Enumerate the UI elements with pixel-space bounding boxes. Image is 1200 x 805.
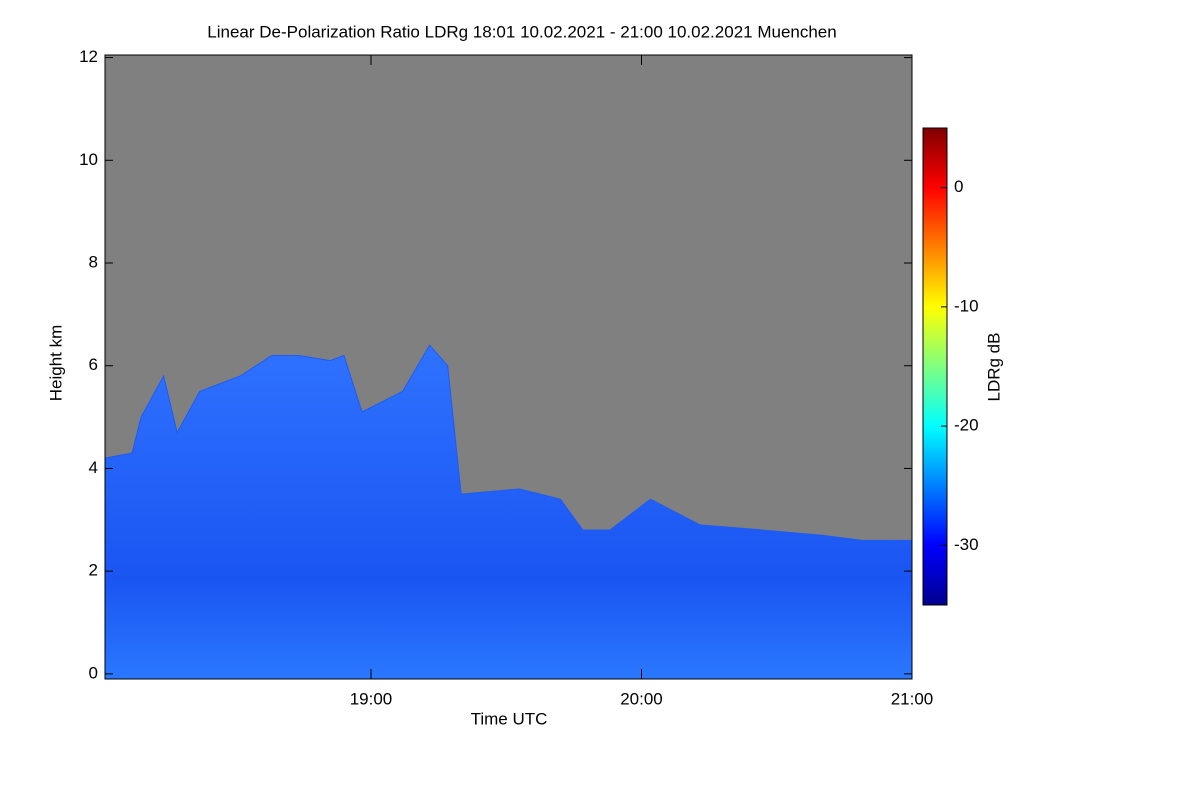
y-tick-label: 4 bbox=[89, 458, 98, 477]
x-tick-label: 21:00 bbox=[891, 689, 934, 708]
y-tick-label: 6 bbox=[89, 355, 98, 374]
y-tick-label: 8 bbox=[89, 252, 98, 271]
y-tick-label: 2 bbox=[89, 561, 98, 580]
colorbar bbox=[922, 127, 948, 606]
x-axis-label: Time UTC bbox=[471, 709, 548, 728]
y-tick-label: 10 bbox=[79, 150, 98, 169]
colorbar-label: LDRg dB bbox=[984, 333, 1003, 402]
colorbar-tick-label: -10 bbox=[954, 296, 979, 315]
y-tick-label: 12 bbox=[79, 47, 98, 66]
colorbar-tick-label: -30 bbox=[954, 535, 979, 554]
y-tick-label: 0 bbox=[89, 663, 98, 682]
colorbar-tick-label: -20 bbox=[954, 416, 979, 435]
x-tick-label: 20:00 bbox=[620, 689, 663, 708]
chart-title: Linear De-Polarization Ratio LDRg 18:01 … bbox=[207, 22, 836, 41]
x-tick-label: 19:00 bbox=[350, 689, 393, 708]
y-axis-label: Height km bbox=[46, 325, 65, 402]
plot-frame bbox=[104, 54, 913, 680]
colorbar-tick-label: 0 bbox=[954, 177, 963, 196]
echo-region bbox=[104, 344, 913, 680]
